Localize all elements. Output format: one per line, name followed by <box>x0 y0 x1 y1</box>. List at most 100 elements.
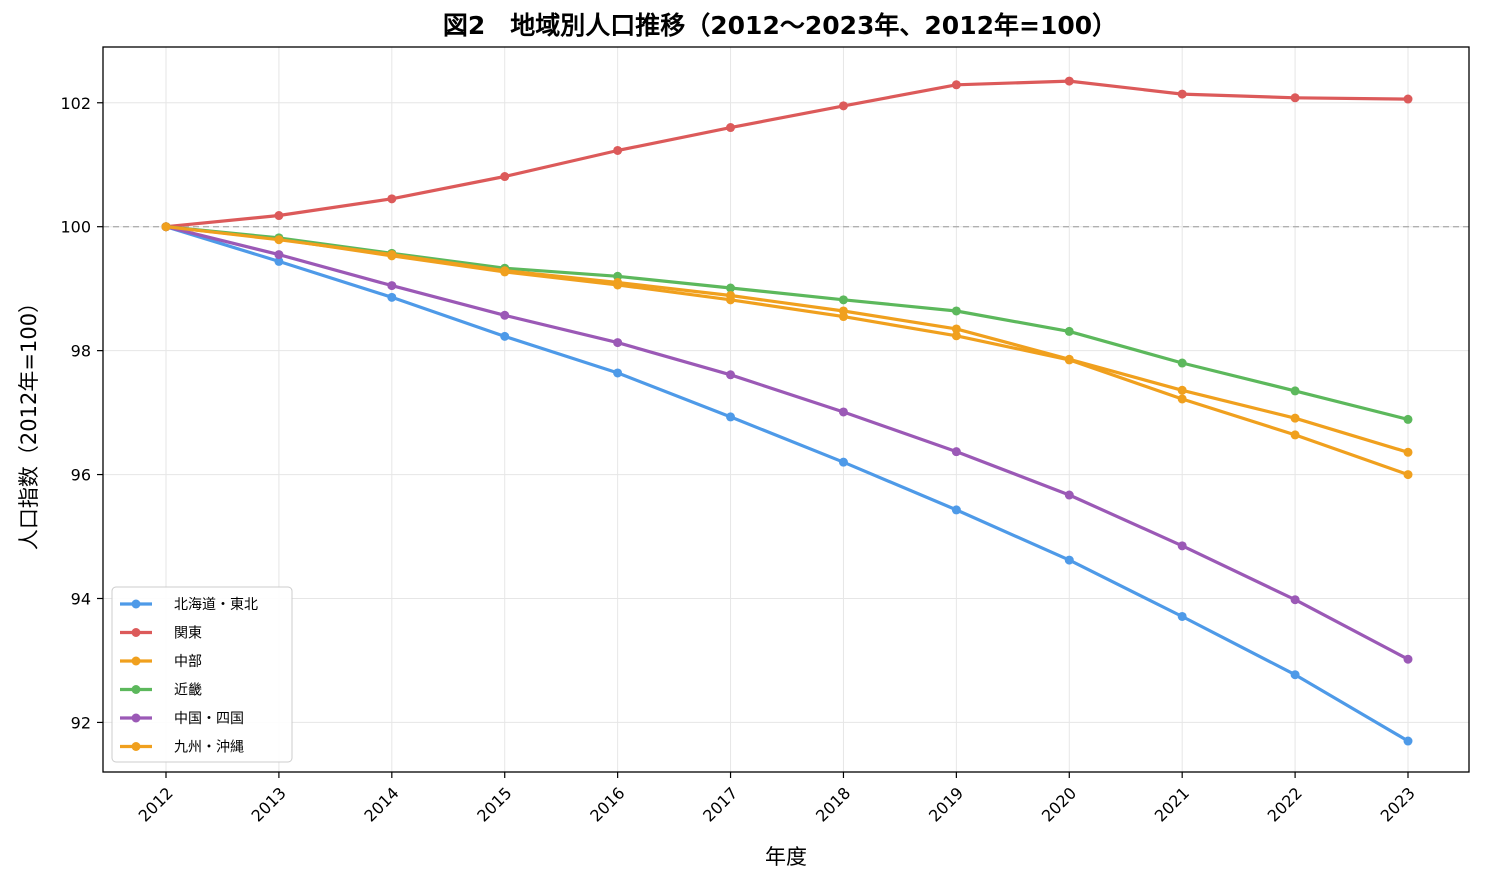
series-line <box>164 225 1410 454</box>
x-tick-label: 2023 <box>1377 783 1419 825</box>
y-tick-label: 98 <box>71 342 91 361</box>
legend-item: 中国・四国 <box>120 711 244 727</box>
data-point <box>1177 541 1187 551</box>
y-tick-label: 94 <box>71 589 91 608</box>
data-point <box>1290 386 1300 396</box>
x-tick-label: 2015 <box>473 783 515 825</box>
x-tick-label: 2014 <box>360 783 402 825</box>
data-point <box>1064 555 1074 565</box>
data-point <box>1064 76 1074 86</box>
data-point <box>1177 358 1187 368</box>
data-point <box>274 250 284 260</box>
data-point <box>951 306 961 316</box>
data-point <box>613 368 623 378</box>
y-tick-label: 102 <box>60 94 91 113</box>
legend-item: 中部 <box>120 654 202 670</box>
x-tick-label: 2013 <box>248 783 290 825</box>
data-point <box>726 412 736 422</box>
legend-swatch-marker <box>131 742 141 751</box>
data-point <box>1403 736 1413 746</box>
data-point <box>1290 670 1300 680</box>
data-point <box>387 194 397 204</box>
y-axis: 92 94 96 98 100 102 <box>60 94 103 732</box>
legend-swatch-marker <box>131 599 141 609</box>
data-point <box>1403 414 1413 424</box>
y-tick-label: 92 <box>71 713 91 732</box>
x-tick-label: 2021 <box>1151 783 1193 825</box>
data-point <box>951 80 961 90</box>
chart-title: 図2 地域別人口推移（2012〜2023年、2012年=100） <box>443 11 1117 40</box>
legend-label: 近畿 <box>174 683 202 699</box>
legend-swatch-marker <box>131 628 141 637</box>
x-tick-label: 2022 <box>1264 783 1306 825</box>
data-point <box>161 222 171 232</box>
legend-label: 九州・沖縄 <box>174 740 244 756</box>
legend-item: 北海道・東北 <box>120 597 258 613</box>
x-axis-label: 年度 <box>765 845 807 869</box>
x-tick-label: 2016 <box>586 783 628 825</box>
x-tick-label: 2019 <box>925 783 967 825</box>
data-point <box>726 123 736 133</box>
data-point <box>274 235 284 245</box>
data-point <box>1064 326 1074 336</box>
series-line <box>164 225 1410 421</box>
data-point <box>1177 89 1187 99</box>
series-5 <box>161 222 1413 664</box>
data-point <box>951 505 961 515</box>
data-point <box>613 338 623 348</box>
legend-label: 関東 <box>174 626 202 642</box>
x-axis: 2012 2013 2014 2015 2016 2017 2018 2019 2020 2021… <box>135 772 1419 826</box>
data-point <box>1064 354 1074 364</box>
data-point <box>500 331 510 341</box>
data-point <box>726 290 736 300</box>
legend-swatch-marker <box>131 713 141 723</box>
data-point <box>838 306 848 316</box>
y-tick-label: 96 <box>71 466 91 485</box>
series-line <box>164 225 1410 661</box>
legend-swatch-marker <box>131 656 141 666</box>
data-point <box>387 292 397 302</box>
legend-item: 関東 <box>120 626 202 642</box>
data-point <box>838 457 848 467</box>
legend-item: 九州・沖縄 <box>120 740 244 756</box>
data-point <box>1403 447 1413 457</box>
y-axis-label: 人口指数（2012年=100） <box>17 292 41 550</box>
data-point <box>613 145 623 155</box>
data-point <box>951 447 961 457</box>
data-point <box>613 271 623 281</box>
legend-label: 中国・四国 <box>174 711 244 727</box>
x-tick-label: 2018 <box>812 783 854 825</box>
data-point <box>1403 654 1413 664</box>
data-point <box>387 250 397 260</box>
data-point <box>1064 490 1074 500</box>
data-point <box>387 281 397 291</box>
data-point <box>613 277 623 287</box>
data-point <box>838 407 848 417</box>
data-point <box>838 295 848 305</box>
data-point <box>1403 470 1413 480</box>
data-point <box>726 370 736 380</box>
data-point <box>500 310 510 320</box>
data-point <box>951 331 961 341</box>
data-point <box>1290 595 1300 605</box>
data-point <box>1290 430 1300 440</box>
data-point <box>500 266 510 276</box>
legend-box <box>111 586 293 763</box>
data-point <box>1290 413 1300 423</box>
series-1 <box>161 222 1413 746</box>
series-layer <box>161 76 1413 746</box>
x-tick-label: 2017 <box>699 783 741 825</box>
y-tick-label: 100 <box>60 218 91 237</box>
data-point <box>274 211 284 221</box>
data-point <box>951 324 961 334</box>
series-line <box>164 225 1410 743</box>
series-2 <box>161 76 1413 232</box>
data-point <box>1290 93 1300 103</box>
data-point <box>1403 94 1413 104</box>
legend-label: 北海道・東北 <box>174 597 258 613</box>
data-point <box>1177 611 1187 621</box>
data-point <box>500 172 510 182</box>
